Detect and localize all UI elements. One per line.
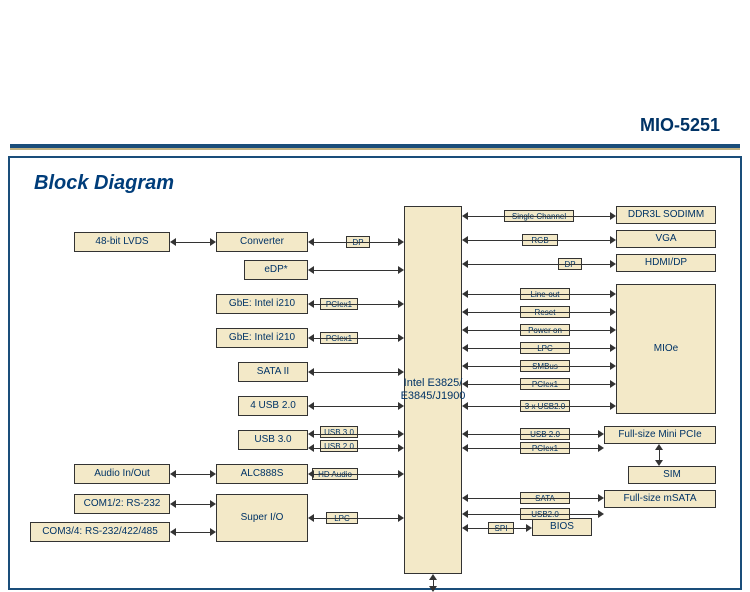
- right-outer-sim: SIM: [628, 466, 716, 484]
- product-title: MIO-5251: [0, 0, 750, 136]
- connector-7: [308, 430, 404, 438]
- left-outer-lvds: 48-bit LVDS: [74, 232, 170, 252]
- connector-8: [308, 444, 404, 452]
- connector-25: [462, 444, 604, 452]
- left-outer-com12: COM1/2: RS-232: [74, 494, 170, 514]
- right-outer-msata: Full-size mSATA: [604, 490, 716, 508]
- connector-3: [308, 300, 404, 308]
- connector-2: [308, 266, 404, 274]
- right-outer-minipcie: Full-size Mini PCIe: [604, 426, 716, 444]
- connector-14: [462, 212, 616, 220]
- connector-19: [462, 326, 616, 334]
- connector-15: [462, 236, 616, 244]
- left-inner-usb4: 4 USB 2.0: [238, 396, 308, 416]
- left-outer-com34: COM3/4: RS-232/422/485: [30, 522, 170, 542]
- connector-27: [462, 510, 604, 518]
- vconnector-0: [655, 444, 663, 466]
- left-outer-audio: Audio In/Out: [74, 464, 170, 484]
- connector-13: [308, 514, 404, 522]
- left-inner-sata2: SATA II: [238, 362, 308, 382]
- connector-22: [462, 380, 616, 388]
- diagram-frame: Block Diagram Intel E3825/ E3845/J190048…: [8, 156, 742, 590]
- connector-26: [462, 494, 604, 502]
- connector-28: [462, 524, 532, 532]
- connector-11: [170, 500, 216, 508]
- connector-1: [308, 238, 404, 246]
- right-outer-ddr3l: DDR3L SODIMM: [616, 206, 716, 224]
- connector-0: [170, 238, 216, 246]
- left-inner-gbe1: GbE: Intel i210: [216, 294, 308, 314]
- right-outer-vga: VGA: [616, 230, 716, 248]
- diagram-canvas: Intel E3825/ E3845/J1900 48-bit LVDS Audio…: [10, 158, 740, 588]
- connector-24: [462, 430, 604, 438]
- connector-17: [462, 290, 616, 298]
- connector-6: [308, 402, 404, 410]
- connector-9: [170, 470, 216, 478]
- left-inner-gbe2: GbE: Intel i210: [216, 328, 308, 348]
- connector-10: [308, 470, 404, 478]
- connector-23: [462, 402, 616, 410]
- left-inner-alc: ALC888S: [216, 464, 308, 484]
- connector-5: [308, 368, 404, 376]
- connector-12: [170, 528, 216, 536]
- left-inner-usb3: USB 3.0: [238, 430, 308, 450]
- right-outer-bios: BIOS: [532, 518, 592, 536]
- right-outer-mioe: MIOe: [616, 284, 716, 414]
- connector-21: [462, 362, 616, 370]
- left-inner-superio: Super I/O: [216, 494, 308, 542]
- connector-20: [462, 344, 616, 352]
- left-inner-edp: eDP*: [244, 260, 308, 280]
- connector-18: [462, 308, 616, 316]
- left-inner-converter: Converter: [216, 232, 308, 252]
- connector-4: [308, 334, 404, 342]
- vconnector-1: [429, 574, 437, 592]
- right-outer-hdmi: HDMI/DP: [616, 254, 716, 272]
- header-thinline: [10, 148, 740, 150]
- cpu-block: Intel E3825/ E3845/J1900: [404, 206, 462, 574]
- connector-16: [462, 260, 616, 268]
